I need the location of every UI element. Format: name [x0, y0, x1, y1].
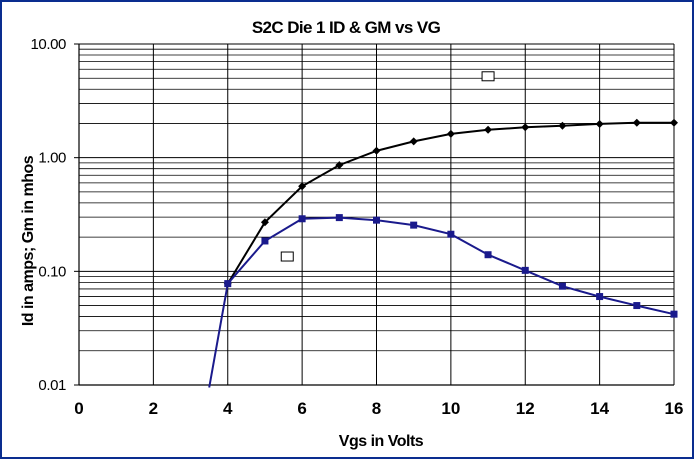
- series-2-point: [633, 302, 641, 310]
- series-1-point: [335, 161, 344, 170]
- series-1-point: [558, 121, 567, 130]
- y-tick-label: 1.00: [38, 150, 66, 167]
- series-2-point: [261, 237, 269, 245]
- series-layer: [208, 121, 675, 388]
- series-2-point: [224, 280, 232, 288]
- series-1-point: [372, 146, 381, 155]
- series-2-point: [335, 214, 343, 222]
- x-tick-label: 6: [297, 399, 306, 418]
- y-tick-label: 10.00: [30, 36, 66, 53]
- x-tick-label: 14: [590, 399, 609, 418]
- series-2-point: [558, 282, 566, 290]
- series-2-point: [298, 215, 306, 223]
- series-2-point: [521, 266, 529, 274]
- legend-marker-box: [280, 251, 294, 262]
- series-1-point: [484, 125, 493, 134]
- y-tick-label: 0.10: [38, 263, 66, 280]
- series-2-point: [410, 221, 418, 229]
- y-tick-label: 0.01: [38, 377, 66, 394]
- x-tick-label: 2: [149, 399, 158, 418]
- x-tick-label: 0: [74, 399, 83, 418]
- series-2-point: [447, 230, 455, 238]
- x-tick-label: 12: [516, 399, 535, 418]
- series-1-point: [632, 118, 641, 127]
- axes: [74, 43, 674, 386]
- x-axis-label: Vgs in Volts: [339, 433, 424, 450]
- series-2-point: [373, 216, 380, 224]
- series-1-point: [521, 123, 530, 132]
- x-tick-label: 8: [372, 399, 381, 418]
- y-axis-label: Id in amps; Gm in mhos: [20, 155, 37, 326]
- x-tick-label: 10: [441, 399, 460, 418]
- series-1-point: [298, 182, 307, 191]
- y-tick-labels: 0.01 0.10 1.00 10.00: [30, 36, 66, 394]
- chart-title: S2C Die 1 ID & GM vs VG: [252, 18, 441, 37]
- series-1-point: [670, 118, 678, 127]
- series-2-point: [670, 310, 678, 318]
- series-2-point: [484, 251, 492, 259]
- x-tick-labels: 0 2 4 6 8 10 12 14 16: [74, 399, 683, 418]
- series-line-2: [208, 216, 675, 388]
- markers-layer: [223, 118, 678, 318]
- series-1-point: [446, 129, 455, 138]
- x-tick-label: 16: [665, 399, 684, 418]
- series-2-point: [596, 293, 604, 301]
- x-tick-label: 4: [223, 399, 233, 418]
- legend-marker-box: [481, 71, 495, 82]
- series-1-point: [260, 218, 269, 227]
- gridlines: [78, 43, 675, 386]
- legend-boxes: [280, 71, 495, 262]
- series-1-point: [409, 137, 418, 146]
- series-1-point: [595, 119, 604, 128]
